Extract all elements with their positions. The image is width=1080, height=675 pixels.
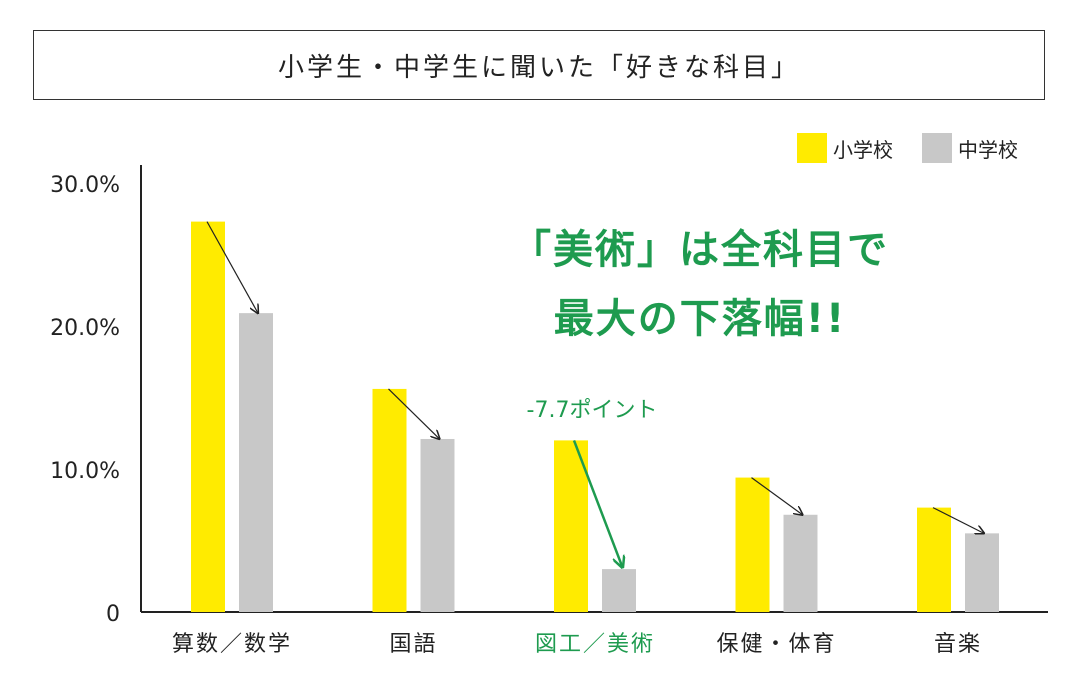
- change-arrow: [932, 507, 984, 534]
- bar-elementary: [735, 477, 770, 612]
- bar-junior-high: [602, 569, 636, 612]
- bar-junior-high: [783, 514, 818, 612]
- chart-title: 小学生・中学生に聞いた「好きな科目」: [33, 30, 1045, 100]
- legend-swatch: [797, 133, 827, 163]
- x-tick-label: 国語: [389, 632, 437, 657]
- change-arrow: [206, 221, 258, 314]
- change-label: -7.7ポイント: [527, 398, 658, 423]
- annotation-headline-line2: 最大の下落幅!!: [554, 296, 846, 342]
- change-arrow: [751, 477, 803, 515]
- bar-junior-high: [239, 313, 273, 612]
- x-tick-label: 保健・体育: [716, 632, 836, 657]
- bar-junior-high: [965, 533, 999, 612]
- bar-elementary: [191, 221, 225, 613]
- bar-elementary: [917, 507, 951, 612]
- bar-junior-high: [420, 438, 455, 612]
- change-arrow-highlight: [572, 439, 622, 566]
- bar-elementary: [372, 388, 407, 612]
- y-tick-label: 30.0%: [50, 173, 120, 198]
- legend-label: 小学校: [833, 138, 893, 162]
- x-tick-label: 算数／数学: [172, 632, 292, 657]
- change-arrow: [388, 388, 440, 439]
- x-tick-label: 音楽: [934, 632, 982, 657]
- y-tick-label: 20.0%: [50, 316, 120, 341]
- annotation-headline-line1: 「美術」は全科目で: [511, 227, 889, 273]
- x-tick-label: 図工／美術: [535, 632, 655, 657]
- bar-elementary: [554, 440, 588, 612]
- legend-label: 中学校: [958, 138, 1018, 162]
- legend-swatch: [922, 133, 952, 163]
- y-tick-label: 10.0%: [50, 459, 120, 484]
- y-tick-label: 0: [106, 602, 120, 627]
